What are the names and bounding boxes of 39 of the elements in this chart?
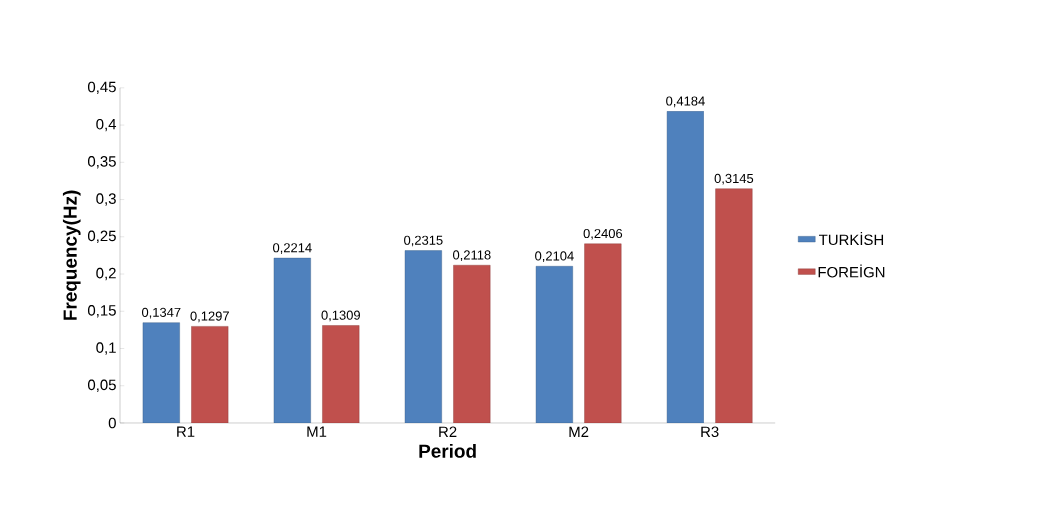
y-tick-label: 0,3	[96, 193, 116, 206]
bar	[666, 111, 704, 423]
bar	[535, 266, 573, 423]
bar	[404, 250, 442, 423]
x-tick-label: M2	[569, 426, 589, 437]
data-label: 0,2104	[535, 251, 574, 263]
x-tick-label: R1	[177, 426, 195, 437]
y-axis-title: Frequency(Hz)	[62, 190, 81, 320]
data-label: 0,4184	[666, 96, 705, 108]
y-tick-label: 0,45	[87, 81, 116, 94]
y-tick-label: 0,15	[87, 305, 116, 318]
data-label: 0,2118	[453, 250, 491, 262]
y-tick-label: 0,4	[96, 118, 117, 132]
bar	[191, 326, 229, 423]
x-tick-label: R2	[439, 426, 457, 437]
y-tick-label: 0,25	[87, 230, 116, 243]
x-tick-label: R3	[701, 426, 719, 438]
bar	[453, 265, 491, 423]
legend-label: FOREİGN	[818, 264, 885, 278]
legend-label: TURKİSH	[818, 231, 884, 246]
y-tick-label: 0,1	[96, 342, 116, 355]
bar	[715, 188, 753, 423]
data-label: 0,2214	[273, 243, 312, 254]
data-label: 0,2315	[404, 235, 443, 247]
bar	[273, 257, 311, 423]
x-axis-title: Period	[419, 443, 476, 458]
data-label: 0,2406	[583, 228, 623, 240]
bar	[142, 322, 180, 423]
x-tick-label: M1	[307, 426, 327, 437]
y-tick-label: 0	[108, 417, 116, 429]
data-label: 0,3145	[714, 173, 754, 185]
y-tick-label: 0,05	[87, 379, 116, 392]
bar	[584, 243, 622, 423]
data-label: 0,1297	[190, 311, 229, 323]
data-label: 0,1309	[321, 310, 360, 322]
bar	[322, 325, 360, 423]
y-tick-label: 0,2	[96, 267, 116, 281]
y-tick-label: 0,35	[87, 156, 116, 169]
data-label: 0,1347	[141, 307, 181, 319]
